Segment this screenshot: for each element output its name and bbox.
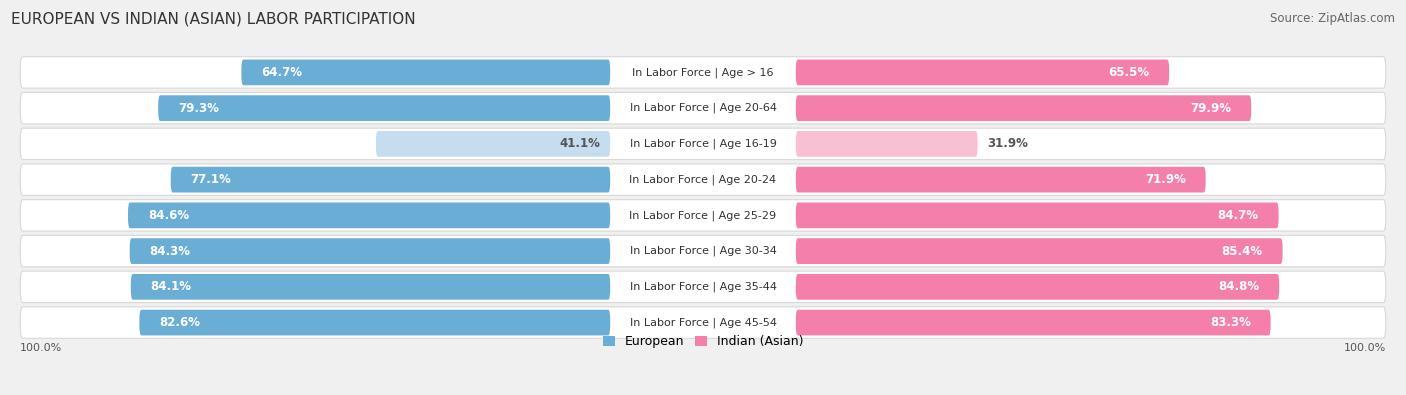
FancyBboxPatch shape [796, 95, 1251, 121]
FancyBboxPatch shape [20, 199, 1386, 231]
Text: In Labor Force | Age 25-29: In Labor Force | Age 25-29 [630, 210, 776, 221]
Text: In Labor Force | Age 20-64: In Labor Force | Age 20-64 [630, 103, 776, 113]
Text: 71.9%: 71.9% [1144, 173, 1185, 186]
FancyBboxPatch shape [242, 60, 610, 85]
Text: In Labor Force | Age 35-44: In Labor Force | Age 35-44 [630, 282, 776, 292]
Text: 84.6%: 84.6% [148, 209, 188, 222]
Text: In Labor Force | Age > 16: In Labor Force | Age > 16 [633, 67, 773, 78]
Text: In Labor Force | Age 16-19: In Labor Force | Age 16-19 [630, 139, 776, 149]
FancyBboxPatch shape [20, 164, 1386, 196]
Text: 79.3%: 79.3% [179, 102, 219, 115]
FancyBboxPatch shape [796, 131, 977, 157]
Text: In Labor Force | Age 30-34: In Labor Force | Age 30-34 [630, 246, 776, 256]
Text: 79.9%: 79.9% [1191, 102, 1232, 115]
Text: 84.8%: 84.8% [1218, 280, 1260, 293]
Text: In Labor Force | Age 20-24: In Labor Force | Age 20-24 [630, 174, 776, 185]
Text: EUROPEAN VS INDIAN (ASIAN) LABOR PARTICIPATION: EUROPEAN VS INDIAN (ASIAN) LABOR PARTICI… [11, 12, 416, 27]
Text: In Labor Force | Age 45-54: In Labor Force | Age 45-54 [630, 317, 776, 328]
FancyBboxPatch shape [796, 274, 1279, 300]
FancyBboxPatch shape [796, 167, 1206, 192]
Text: 100.0%: 100.0% [1344, 342, 1386, 353]
FancyBboxPatch shape [796, 60, 1170, 85]
FancyBboxPatch shape [20, 307, 1386, 338]
FancyBboxPatch shape [20, 235, 1386, 267]
FancyBboxPatch shape [131, 274, 610, 300]
FancyBboxPatch shape [375, 131, 610, 157]
Text: 64.7%: 64.7% [262, 66, 302, 79]
FancyBboxPatch shape [157, 95, 610, 121]
Text: 31.9%: 31.9% [987, 137, 1028, 150]
FancyBboxPatch shape [170, 167, 610, 192]
FancyBboxPatch shape [20, 271, 1386, 303]
FancyBboxPatch shape [139, 310, 610, 335]
FancyBboxPatch shape [20, 57, 1386, 88]
Text: 84.7%: 84.7% [1218, 209, 1258, 222]
Text: Source: ZipAtlas.com: Source: ZipAtlas.com [1270, 12, 1395, 25]
Text: 84.1%: 84.1% [150, 280, 191, 293]
Text: 82.6%: 82.6% [159, 316, 200, 329]
Text: 77.1%: 77.1% [191, 173, 232, 186]
Text: 85.4%: 85.4% [1222, 245, 1263, 258]
FancyBboxPatch shape [128, 203, 610, 228]
FancyBboxPatch shape [796, 310, 1271, 335]
FancyBboxPatch shape [796, 238, 1282, 264]
Text: 100.0%: 100.0% [20, 342, 62, 353]
Text: 41.1%: 41.1% [560, 137, 600, 150]
FancyBboxPatch shape [796, 203, 1278, 228]
Text: 83.3%: 83.3% [1211, 316, 1251, 329]
FancyBboxPatch shape [20, 128, 1386, 160]
FancyBboxPatch shape [129, 238, 610, 264]
FancyBboxPatch shape [20, 92, 1386, 124]
Text: 84.3%: 84.3% [149, 245, 191, 258]
Text: 65.5%: 65.5% [1108, 66, 1149, 79]
Legend: European, Indian (Asian): European, Indian (Asian) [598, 330, 808, 354]
